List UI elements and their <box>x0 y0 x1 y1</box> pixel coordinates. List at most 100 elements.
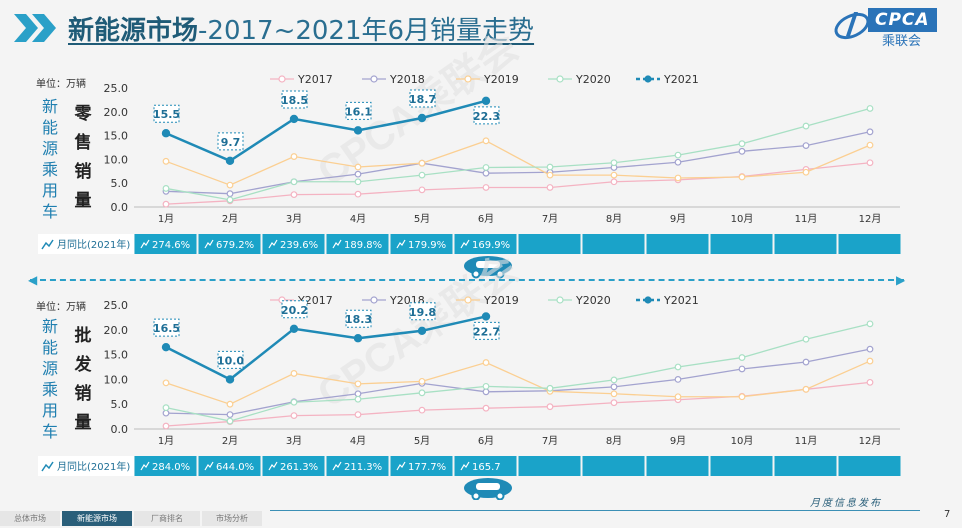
data-label: 16.1 <box>345 105 372 118</box>
yoy-cell <box>326 456 389 476</box>
y-tick-label: 25.0 <box>104 299 129 312</box>
data-point-Y2021 <box>481 96 491 106</box>
data-point-Y2018 <box>674 158 682 166</box>
data-point-Y2021 <box>353 334 363 343</box>
data-point-Y2021 <box>481 312 491 321</box>
series-line-Y2020 <box>165 107 871 201</box>
car-icon-window <box>476 261 500 268</box>
data-point-Y2020 <box>290 398 298 406</box>
x-tick-label: 2月 <box>222 213 238 225</box>
legend-marker <box>278 75 286 83</box>
yoy-cell <box>518 456 581 476</box>
data-point-Y2017 <box>418 406 426 414</box>
data-point-Y2019 <box>418 377 426 385</box>
data-point-Y2019 <box>226 181 234 189</box>
tab-market-analysis[interactable]: 市场分析 <box>202 511 262 526</box>
yoy-label: 月同比(2021年) <box>57 238 130 251</box>
arrow-left-icon: ◀ <box>28 273 38 287</box>
legend-label: Y2020 <box>575 294 611 307</box>
data-label-box <box>281 90 308 109</box>
data-point-Y2021 <box>161 342 171 352</box>
x-tick-label: 7月 <box>542 435 558 447</box>
data-point-Y2017 <box>866 378 874 386</box>
data-point-Y2019 <box>162 379 170 387</box>
data-point-Y2019 <box>674 393 682 401</box>
data-label-box <box>409 302 436 321</box>
legend-marker <box>556 296 564 304</box>
data-point-Y2021 <box>225 156 235 166</box>
car-icon-wheel <box>495 491 505 500</box>
monthly-release-label: 月度信息发布 <box>810 498 882 509</box>
logo-swoosh-icon <box>834 12 870 40</box>
y-tick-label: 10.0 <box>104 153 129 166</box>
legend-marker <box>370 75 378 83</box>
tab-overall-market[interactable]: 总体市场 <box>0 511 60 526</box>
data-point-Y2020 <box>226 196 234 204</box>
x-tick-label: 12月 <box>859 435 882 447</box>
yoy-value: 274.6% <box>152 240 190 251</box>
data-point-Y2021 <box>417 326 427 335</box>
tab-oem-ranking[interactable]: 厂商排名 <box>134 511 200 526</box>
x-tick-label: 10月 <box>731 435 754 447</box>
data-point-Y2018 <box>226 411 234 419</box>
y-tick-label: 20.0 <box>104 324 129 337</box>
data-point-Y2017 <box>162 200 170 208</box>
series-line-Y2021 <box>165 99 487 163</box>
yoy-value: 179.9% <box>408 240 446 251</box>
x-tick-label: 8月 <box>606 213 622 225</box>
data-point-Y2020 <box>802 335 810 343</box>
data-label-box <box>345 309 372 328</box>
data-label-box <box>217 350 244 369</box>
data-point-Y2017 <box>290 191 298 199</box>
data-point-Y2021 <box>353 126 363 135</box>
legend-label: Y2019 <box>483 73 519 86</box>
tab-nev-market[interactable]: 新能源市场 <box>62 511 132 526</box>
data-point-Y2018 <box>866 345 874 353</box>
x-tick-label: 2月 <box>222 435 238 447</box>
data-point-Y2020 <box>546 384 554 392</box>
yoy-cell <box>582 456 645 476</box>
data-point-Y2019 <box>866 141 874 149</box>
data-label: 18.7 <box>409 93 436 106</box>
footer-line <box>270 510 920 511</box>
data-point-Y2018 <box>738 365 746 373</box>
data-label-box <box>473 321 500 340</box>
data-label: 20.2 <box>281 304 308 317</box>
yoy-cell <box>518 234 581 254</box>
yoy-cell <box>454 456 517 476</box>
car-icon-wheel <box>495 269 505 279</box>
data-label-box <box>473 106 500 125</box>
series-line-Y2020 <box>165 323 871 422</box>
x-tick-label: 11月 <box>795 213 818 225</box>
data-point-Y2020 <box>674 151 682 159</box>
data-label-box <box>409 89 436 108</box>
data-point-Y2017 <box>354 190 362 198</box>
data-point-Y2020 <box>354 395 362 403</box>
data-point-Y2018 <box>802 142 810 149</box>
data-point-Y2020 <box>290 178 298 186</box>
x-tick-label: 6月 <box>478 435 494 447</box>
series-line-Y2017 <box>165 381 871 427</box>
legend-label: Y2020 <box>575 73 611 86</box>
data-point-Y2019 <box>162 157 170 165</box>
legend-label: Y2021 <box>663 73 699 86</box>
yoy-cell <box>326 234 389 254</box>
yoy-cell <box>262 456 325 476</box>
series-line-Y2018 <box>165 348 871 416</box>
yoy-trend-icon <box>140 461 150 471</box>
x-tick-label: 3月 <box>286 435 302 447</box>
data-point-Y2020 <box>674 363 682 371</box>
data-point-Y2020 <box>226 417 234 425</box>
yoy-cell <box>774 234 837 254</box>
data-point-Y2018 <box>610 383 618 391</box>
x-tick-label: 4月 <box>350 435 366 447</box>
data-point-Y2021 <box>417 113 427 123</box>
series-line-Y2018 <box>165 131 871 195</box>
data-label: 10.0 <box>217 354 244 367</box>
legend-label: Y2018 <box>389 73 425 86</box>
yoy-cell <box>454 234 517 254</box>
yoy-cell <box>582 234 645 254</box>
x-tick-label: 5月 <box>414 213 430 225</box>
unit-label-retail: 单位：万辆 <box>36 79 86 90</box>
